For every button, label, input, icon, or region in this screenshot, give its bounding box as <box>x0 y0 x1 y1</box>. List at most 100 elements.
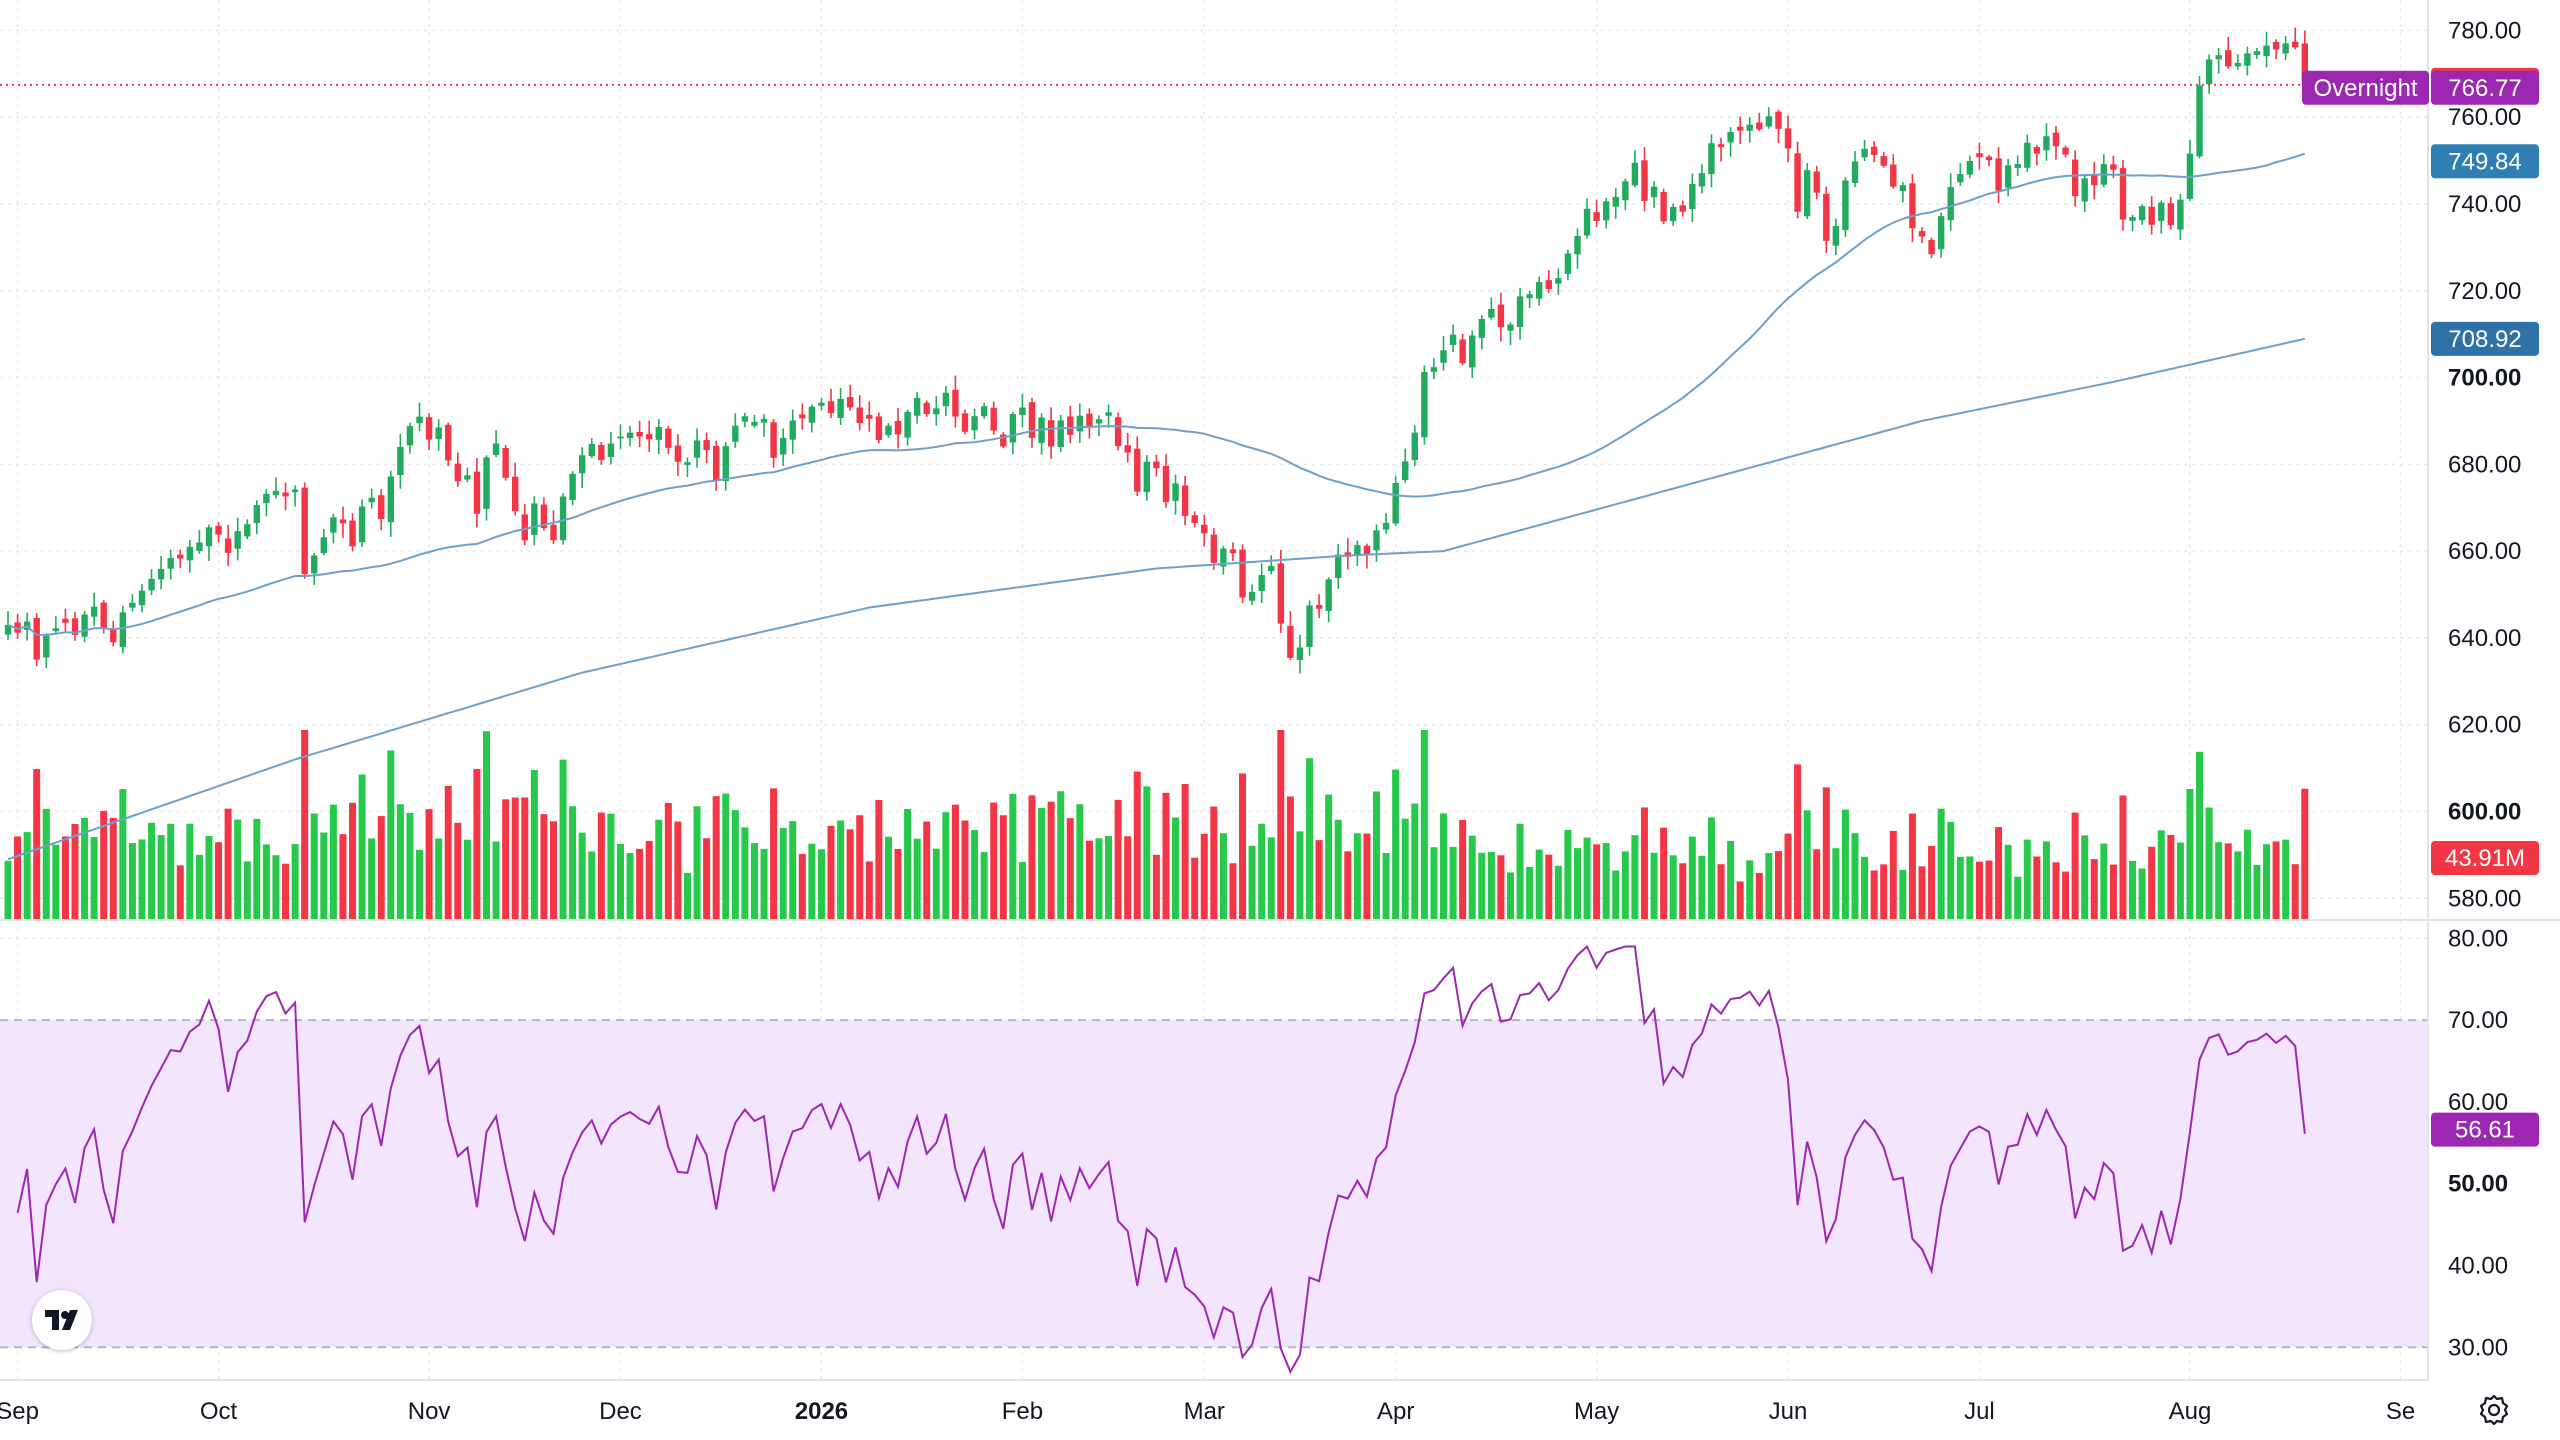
volume-bar <box>1172 817 1180 920</box>
price-tick-label: 760.00 <box>2448 104 2521 131</box>
volume-bar <box>483 731 490 920</box>
candle-body <box>138 590 146 606</box>
volume-bar <box>1066 818 1074 920</box>
candle-body <box>483 457 490 509</box>
candle-body <box>253 505 261 523</box>
volume-bar <box>1669 855 1677 920</box>
volume-bar <box>1784 833 1792 920</box>
overnight-label-tag-text: Overnight <box>2313 75 2417 102</box>
volume-bar <box>1047 801 1055 920</box>
candle-body <box>1689 184 1696 210</box>
candle-body <box>196 542 203 552</box>
volume-bar <box>2138 868 2146 920</box>
rsi-band <box>0 1020 2428 1348</box>
volume-bar <box>540 814 548 920</box>
volume-bar <box>2023 839 2031 920</box>
volume-bar <box>1449 846 1457 920</box>
candle-body <box>282 492 289 497</box>
candle-body <box>2215 55 2222 60</box>
candle-body <box>272 490 280 496</box>
candle-body <box>598 444 605 460</box>
volume-bar <box>71 823 79 920</box>
candle-body <box>885 425 892 436</box>
candle-body <box>492 443 500 455</box>
candle-body <box>81 614 88 637</box>
volume-bar <box>1248 845 1256 920</box>
candle-body <box>712 445 720 480</box>
candle-body <box>2043 136 2050 151</box>
volume-bar <box>779 828 787 920</box>
candle-body <box>1248 591 1256 601</box>
volume-bar <box>1133 771 1141 920</box>
volume-bar <box>1440 813 1447 920</box>
volume-bar <box>2215 842 2223 920</box>
candle-body <box>100 602 107 629</box>
volume-bar <box>894 848 902 920</box>
candle-body <box>770 422 777 458</box>
candle-body <box>1928 239 1935 255</box>
candle-body <box>445 424 452 461</box>
candle-body <box>502 448 509 478</box>
candle-body <box>1784 128 1792 149</box>
candle-body <box>990 407 997 431</box>
volume-bar <box>253 818 261 920</box>
volume-bar <box>291 844 299 920</box>
candle-body <box>2110 164 2117 170</box>
volume-bar <box>1085 840 1093 920</box>
price-tick-label: 660.00 <box>2448 538 2521 565</box>
settings-gear-icon[interactable] <box>2476 1392 2512 1428</box>
candle-body <box>1555 278 1562 284</box>
volume-bar <box>138 839 146 920</box>
candle-body <box>2091 174 2098 186</box>
candle-body <box>741 416 749 422</box>
volume-bar <box>492 841 500 920</box>
volume-bar <box>444 785 452 920</box>
volume-bar <box>100 810 108 920</box>
candle-body <box>1612 197 1619 207</box>
candle-body <box>1000 434 1007 447</box>
volume-bar <box>808 843 816 920</box>
tradingview-logo-icon[interactable] <box>32 1290 92 1350</box>
time-tick-label: Sep <box>0 1398 39 1425</box>
volume-bar <box>1822 787 1830 920</box>
candle-body <box>1153 461 1160 469</box>
volume-bar <box>1995 827 2003 920</box>
volume-bar <box>597 812 605 920</box>
volume-bar <box>569 806 577 920</box>
volume-bar <box>186 823 194 920</box>
volume-bar <box>607 813 615 920</box>
rsi-axis[interactable]: 30.00 40.00 50.00 60.00 70.00 80.00 <box>2448 925 2508 1361</box>
volume-bar <box>109 817 117 920</box>
candle-body <box>1124 445 1131 453</box>
volume-bar <box>1478 852 1486 920</box>
ma-200-line <box>7 337 2306 861</box>
candle-body <box>789 420 796 440</box>
candle-body <box>1708 143 1715 175</box>
candle-body <box>397 446 404 476</box>
volume-bar <box>377 816 385 920</box>
candle-body <box>1469 335 1476 368</box>
volume-bar <box>90 837 98 920</box>
volume-bar <box>731 810 739 920</box>
volume-bar <box>1219 833 1227 920</box>
volume-bar <box>1344 851 1352 920</box>
candle-body <box>1890 164 1897 187</box>
volume-bar <box>530 770 538 920</box>
volume-bar <box>2062 871 2070 920</box>
candle-body <box>1698 173 1706 187</box>
volume-bar <box>616 843 624 920</box>
price-axis[interactable]: 580.00 600.00 620.00 640.00 660.00 680.00 700.… <box>2448 17 2521 912</box>
volume-bar <box>1191 857 1199 920</box>
candle-body <box>942 392 950 407</box>
candle-body <box>1583 208 1591 236</box>
candle-body <box>416 416 423 424</box>
candle-body <box>2071 159 2079 197</box>
volume-bar <box>1947 821 1955 920</box>
volume-bar <box>243 861 251 920</box>
candle-body <box>129 602 136 608</box>
volume-bar <box>2282 839 2290 920</box>
volume-bar <box>1095 838 1103 920</box>
time-axis[interactable]: Sep Oct Nov Dec 2026 Feb Mar Apr May Jun Jul Aug Se <box>0 1398 2415 1425</box>
rsi-tick-label: 40.00 <box>2448 1253 2508 1280</box>
